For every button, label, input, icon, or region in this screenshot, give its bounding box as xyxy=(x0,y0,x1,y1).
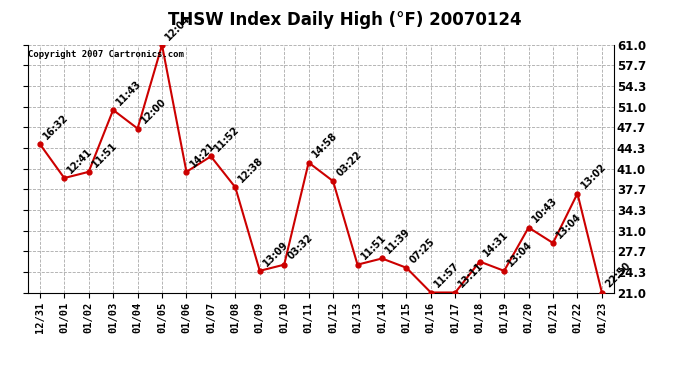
Text: Copyright 2007 Cartronics.com: Copyright 2007 Cartronics.com xyxy=(28,50,184,59)
Text: THSW Index Daily High (°F) 20070124: THSW Index Daily High (°F) 20070124 xyxy=(168,11,522,29)
Text: 22:50: 22:50 xyxy=(603,261,632,290)
Text: 12:38: 12:38 xyxy=(237,156,266,184)
Text: 13:04: 13:04 xyxy=(506,239,535,268)
Text: 12:00: 12:00 xyxy=(139,97,168,126)
Text: 14:21: 14:21 xyxy=(188,140,217,169)
Text: 10:43: 10:43 xyxy=(530,196,559,225)
Text: 13:09: 13:09 xyxy=(261,239,290,268)
Text: 11:51: 11:51 xyxy=(90,140,119,169)
Text: 11:51: 11:51 xyxy=(359,233,388,262)
Text: 14:31: 14:31 xyxy=(481,230,510,259)
Text: 13:11: 13:11 xyxy=(457,261,486,290)
Text: 11:43: 11:43 xyxy=(115,78,144,107)
Text: 12:41: 12:41 xyxy=(66,146,95,175)
Text: 11:52: 11:52 xyxy=(213,124,242,154)
Text: 03:32: 03:32 xyxy=(286,233,315,262)
Text: 11:57: 11:57 xyxy=(432,261,461,290)
Text: 16:32: 16:32 xyxy=(41,112,70,141)
Text: 03:22: 03:22 xyxy=(335,149,364,178)
Text: 07:25: 07:25 xyxy=(408,236,437,265)
Text: 14:58: 14:58 xyxy=(310,131,339,160)
Text: 13:04: 13:04 xyxy=(554,211,583,240)
Text: 12:04: 12:04 xyxy=(164,13,193,42)
Text: 11:39: 11:39 xyxy=(384,227,413,256)
Text: 13:02: 13:02 xyxy=(579,162,608,191)
